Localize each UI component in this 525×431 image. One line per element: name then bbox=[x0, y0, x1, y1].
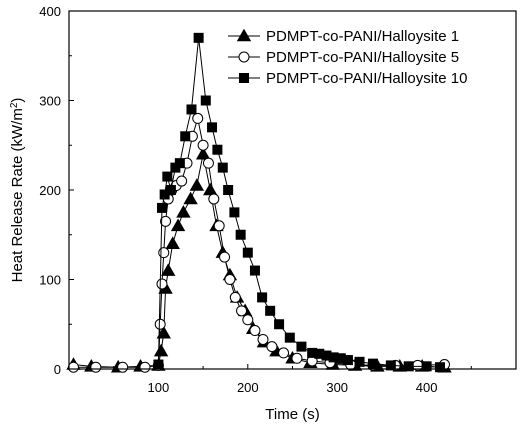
data-point bbox=[217, 162, 228, 173]
data-point bbox=[192, 112, 204, 124]
data-point bbox=[242, 247, 253, 258]
data-point bbox=[176, 205, 191, 218]
data-point bbox=[165, 236, 180, 249]
y-tick-label: 200 bbox=[39, 183, 61, 198]
y-tick-label: 0 bbox=[54, 362, 61, 377]
data-point bbox=[296, 341, 307, 352]
data-point bbox=[170, 218, 186, 232]
legend-label: PDMPT-co-PANI/Halloysite 10 bbox=[266, 70, 467, 87]
data-point bbox=[212, 144, 223, 155]
data-point bbox=[139, 361, 151, 373]
legend-item: PDMPT-co-PANI/Halloysite 5 bbox=[228, 49, 459, 66]
data-point bbox=[328, 352, 339, 363]
legend-marker bbox=[238, 51, 250, 63]
data-point bbox=[367, 358, 378, 369]
data-point bbox=[266, 341, 278, 353]
data-point bbox=[160, 215, 172, 227]
y-axis-title-close: ) bbox=[9, 98, 26, 103]
data-point bbox=[342, 355, 353, 366]
data-point bbox=[213, 220, 225, 232]
data-point bbox=[197, 139, 209, 151]
data-point bbox=[208, 193, 220, 205]
data-point bbox=[284, 332, 295, 343]
data-point bbox=[176, 175, 188, 187]
data-point bbox=[249, 325, 261, 337]
legend: PDMPT-co-PANI/Halloysite 1 PDMPT-co-PANI/… bbox=[228, 28, 467, 87]
data-point bbox=[189, 178, 205, 191]
data-point bbox=[203, 182, 218, 196]
data-point bbox=[202, 157, 214, 169]
series-2 bbox=[67, 112, 450, 373]
y-axis-title-main: Heat Release Rate (kW/m bbox=[9, 108, 26, 282]
data-point bbox=[156, 325, 171, 339]
legend-marker bbox=[236, 28, 252, 42]
data-point bbox=[235, 229, 246, 240]
series-3 bbox=[153, 32, 446, 373]
data-point bbox=[278, 347, 290, 359]
data-point bbox=[165, 185, 176, 195]
data-point bbox=[265, 305, 276, 316]
data-point bbox=[224, 274, 236, 285]
data-point bbox=[158, 247, 170, 259]
legend-item: PDMPT-co-PANI/Halloysite 10 bbox=[228, 70, 467, 87]
data-point bbox=[385, 360, 396, 371]
x-tick-label: 300 bbox=[326, 380, 348, 395]
data-point bbox=[223, 185, 234, 195]
data-point bbox=[174, 158, 185, 169]
data-point bbox=[193, 32, 204, 43]
legend-label: PDMPT-co-PANI/Halloysite 5 bbox=[266, 49, 459, 66]
data-point bbox=[236, 305, 248, 317]
data-point bbox=[219, 251, 231, 263]
series-line bbox=[157, 37, 441, 368]
y-axis-title: Heat Release Rate (kW/m2) bbox=[9, 98, 27, 283]
data-point bbox=[161, 263, 176, 276]
data-point bbox=[229, 207, 240, 218]
data-point bbox=[274, 319, 285, 330]
data-point bbox=[207, 122, 218, 133]
y-tick-label: 100 bbox=[39, 273, 61, 288]
data-point bbox=[186, 104, 197, 115]
data-point bbox=[321, 350, 332, 361]
data-point bbox=[159, 189, 170, 200]
data-point bbox=[156, 278, 168, 290]
data-point bbox=[314, 348, 325, 359]
legend-label: PDMPT-co-PANI/Halloysite 1 bbox=[266, 28, 459, 45]
x-tick-label: 400 bbox=[416, 380, 438, 395]
data-point bbox=[403, 361, 414, 372]
data-point bbox=[154, 318, 166, 330]
x-axis-title: Time (s) bbox=[265, 406, 319, 423]
data-point bbox=[249, 265, 260, 276]
data-point bbox=[242, 314, 254, 326]
legend-item: PDMPT-co-PANI/Halloysite 1 bbox=[228, 28, 459, 45]
x-tick-label: 100 bbox=[148, 380, 170, 395]
x-tick-label: 200 bbox=[237, 380, 259, 395]
data-point bbox=[291, 352, 303, 364]
data-point bbox=[257, 333, 269, 345]
data-point bbox=[354, 356, 365, 367]
y-axis-title-superscript: 2 bbox=[9, 102, 20, 108]
data-point bbox=[156, 202, 167, 213]
data-point bbox=[335, 353, 346, 364]
data-point bbox=[435, 362, 446, 373]
data-point bbox=[90, 361, 102, 373]
data-point bbox=[200, 95, 211, 106]
y-tick-label: 400 bbox=[39, 4, 61, 19]
data-point bbox=[162, 171, 173, 182]
y-tick-label: 300 bbox=[39, 94, 61, 109]
axis-layer: 100 200 300 400 0 100 200 300 400 bbox=[39, 4, 472, 395]
series-layer bbox=[66, 32, 452, 373]
data-point bbox=[257, 292, 268, 303]
data-point bbox=[180, 131, 191, 142]
data-point bbox=[307, 347, 318, 358]
data-point bbox=[229, 291, 241, 303]
data-point bbox=[67, 361, 79, 373]
data-point bbox=[117, 361, 129, 373]
data-point bbox=[153, 343, 169, 357]
data-point bbox=[183, 191, 198, 205]
legend-marker bbox=[239, 73, 249, 83]
